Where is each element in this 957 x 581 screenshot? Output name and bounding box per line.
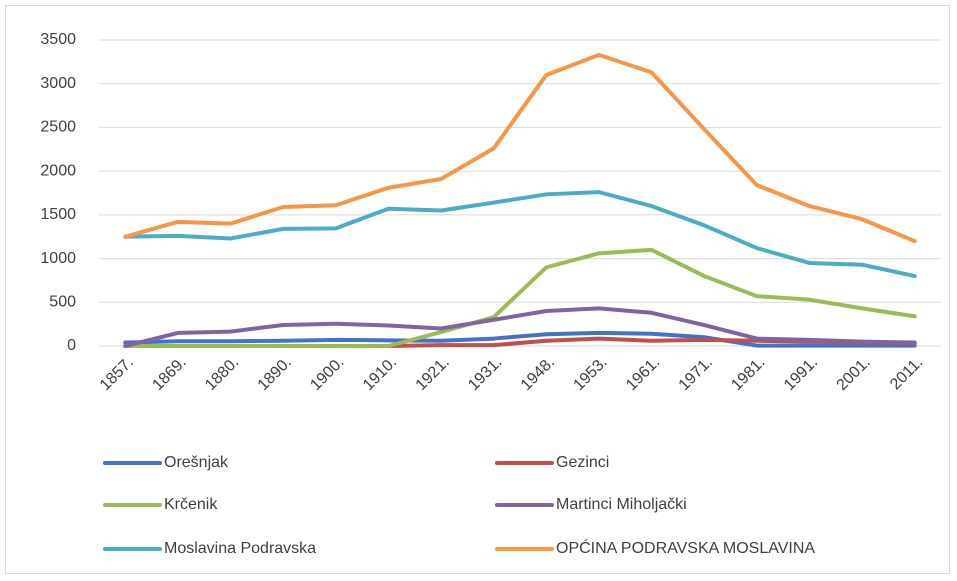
legend-label: Moslavina Podravska [164,540,316,557]
y-tick-label: 2500 [40,119,76,136]
legend-label: Gezinci [556,454,609,471]
series-line [123,330,917,348]
legend-label: OPĆINA PODRAVSKA MOSLAVINA [556,538,815,557]
y-tick-label: 0 [67,337,76,354]
chart-border [5,5,950,574]
legend-label: Martinci Miholjački [556,496,687,513]
series-line [123,306,917,348]
legend-label: Orešnjak [164,454,229,471]
y-tick-label: 1000 [40,250,76,267]
legend-label: Krčenik [164,496,218,513]
series-line [123,190,917,279]
series-line [123,247,917,348]
y-tick-label: 1500 [40,206,76,223]
y-tick-label: 500 [49,294,76,311]
series-line [123,52,917,244]
y-tick-label: 3000 [40,75,76,92]
y-tick-label: 3500 [40,31,76,48]
y-tick-label: 2000 [40,162,76,179]
